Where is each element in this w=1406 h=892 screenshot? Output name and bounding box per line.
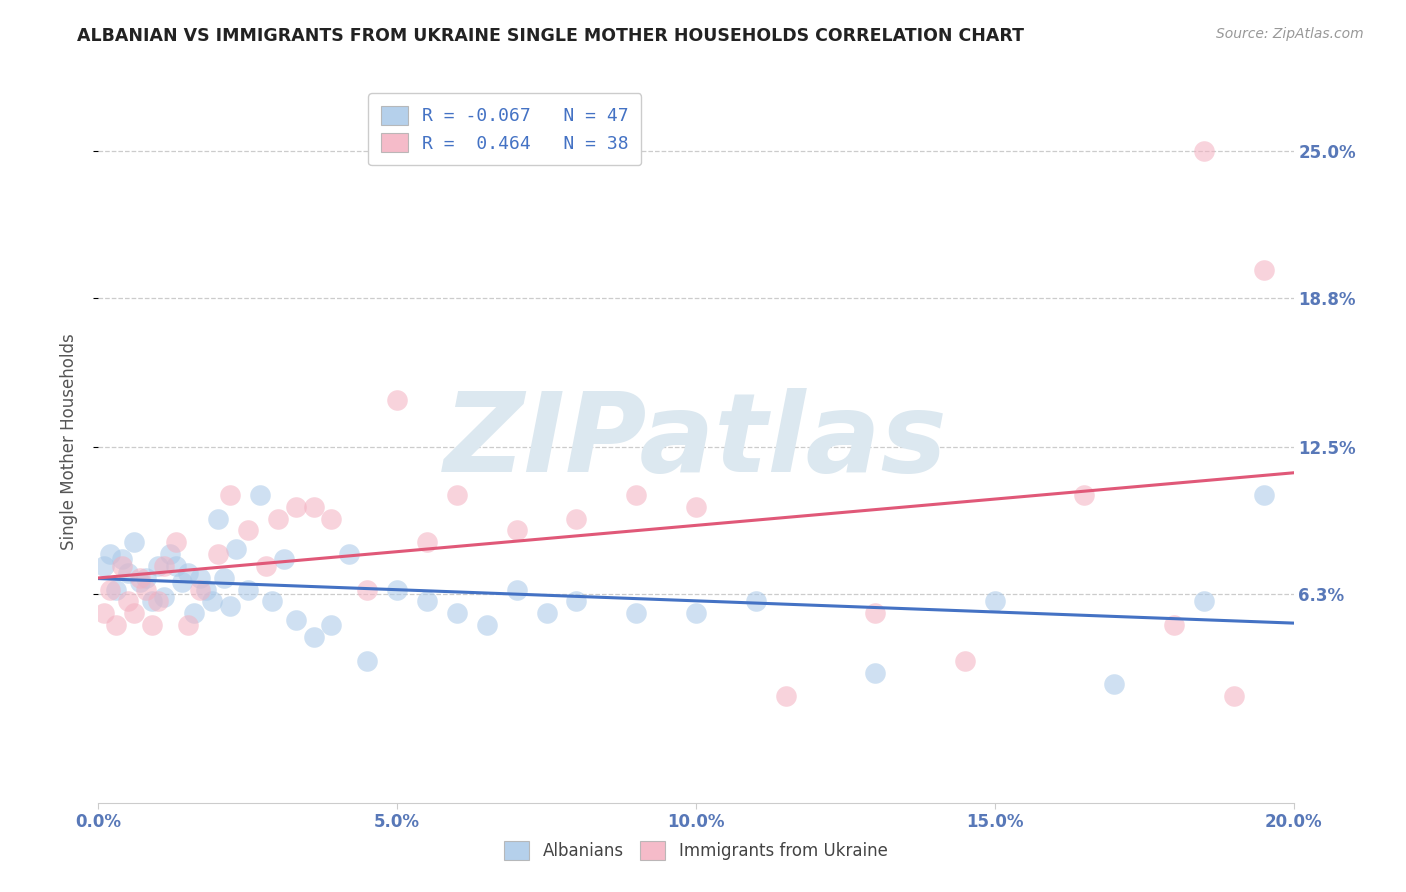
Point	[117, 594, 139, 608]
Point	[219, 599, 242, 614]
Point	[105, 618, 128, 632]
Point	[195, 582, 218, 597]
Point	[172, 575, 194, 590]
Point	[1192, 594, 1215, 608]
Point	[105, 582, 128, 597]
Point	[267, 511, 290, 525]
Point	[207, 511, 229, 525]
Point	[159, 547, 181, 561]
Point	[565, 594, 588, 608]
Point	[1192, 145, 1215, 159]
Point	[111, 551, 134, 566]
Point	[775, 689, 797, 703]
Point	[254, 558, 277, 573]
Point	[141, 618, 163, 632]
Point	[153, 590, 176, 604]
Point	[685, 607, 707, 621]
Point	[177, 566, 200, 580]
Point	[236, 524, 259, 538]
Point	[446, 488, 468, 502]
Point	[225, 542, 247, 557]
Point	[284, 614, 307, 628]
Point	[953, 654, 976, 668]
Point	[129, 571, 152, 585]
Point	[385, 582, 409, 597]
Point	[124, 607, 146, 621]
Point	[1073, 488, 1095, 502]
Point	[984, 594, 1007, 608]
Point	[416, 535, 439, 549]
Point	[416, 594, 439, 608]
Point	[219, 488, 242, 502]
Point	[385, 393, 409, 408]
Point	[148, 558, 170, 573]
Point	[1253, 488, 1275, 502]
Point	[183, 607, 205, 621]
Point	[1253, 262, 1275, 277]
Point	[98, 582, 122, 597]
Point	[236, 582, 259, 597]
Point	[117, 566, 139, 580]
Text: ZIPatlas: ZIPatlas	[444, 388, 948, 495]
Point	[302, 630, 325, 644]
Point	[321, 511, 343, 525]
Text: Source: ZipAtlas.com: Source: ZipAtlas.com	[1216, 27, 1364, 41]
Point	[207, 547, 229, 561]
Point	[111, 558, 134, 573]
Point	[93, 558, 115, 573]
Legend: Albanians, Immigrants from Ukraine: Albanians, Immigrants from Ukraine	[498, 835, 894, 867]
Point	[273, 551, 295, 566]
Point	[745, 594, 768, 608]
Point	[626, 607, 648, 621]
Point	[188, 571, 211, 585]
Point	[685, 500, 707, 514]
Point	[284, 500, 307, 514]
Point	[212, 571, 235, 585]
Point	[135, 582, 157, 597]
Point	[141, 594, 163, 608]
Point	[249, 488, 271, 502]
Y-axis label: Single Mother Households: Single Mother Households	[59, 334, 77, 549]
Point	[475, 618, 498, 632]
Point	[865, 607, 887, 621]
Point	[1163, 618, 1185, 632]
Point	[153, 558, 176, 573]
Point	[536, 607, 558, 621]
Text: ALBANIAN VS IMMIGRANTS FROM UKRAINE SINGLE MOTHER HOUSEHOLDS CORRELATION CHART: ALBANIAN VS IMMIGRANTS FROM UKRAINE SING…	[77, 27, 1025, 45]
Point	[339, 547, 361, 561]
Point	[201, 594, 224, 608]
Point	[356, 654, 378, 668]
Point	[124, 535, 146, 549]
Point	[506, 524, 529, 538]
Point	[135, 571, 157, 585]
Point	[626, 488, 648, 502]
Point	[506, 582, 529, 597]
Point	[321, 618, 343, 632]
Point	[1104, 677, 1126, 691]
Point	[446, 607, 468, 621]
Point	[93, 607, 115, 621]
Point	[260, 594, 283, 608]
Point	[865, 665, 887, 680]
Point	[188, 582, 211, 597]
Point	[165, 535, 187, 549]
Point	[165, 558, 187, 573]
Point	[356, 582, 378, 597]
Point	[148, 594, 170, 608]
Point	[177, 618, 200, 632]
Point	[129, 575, 152, 590]
Point	[1223, 689, 1246, 703]
Point	[98, 547, 122, 561]
Point	[565, 511, 588, 525]
Point	[302, 500, 325, 514]
